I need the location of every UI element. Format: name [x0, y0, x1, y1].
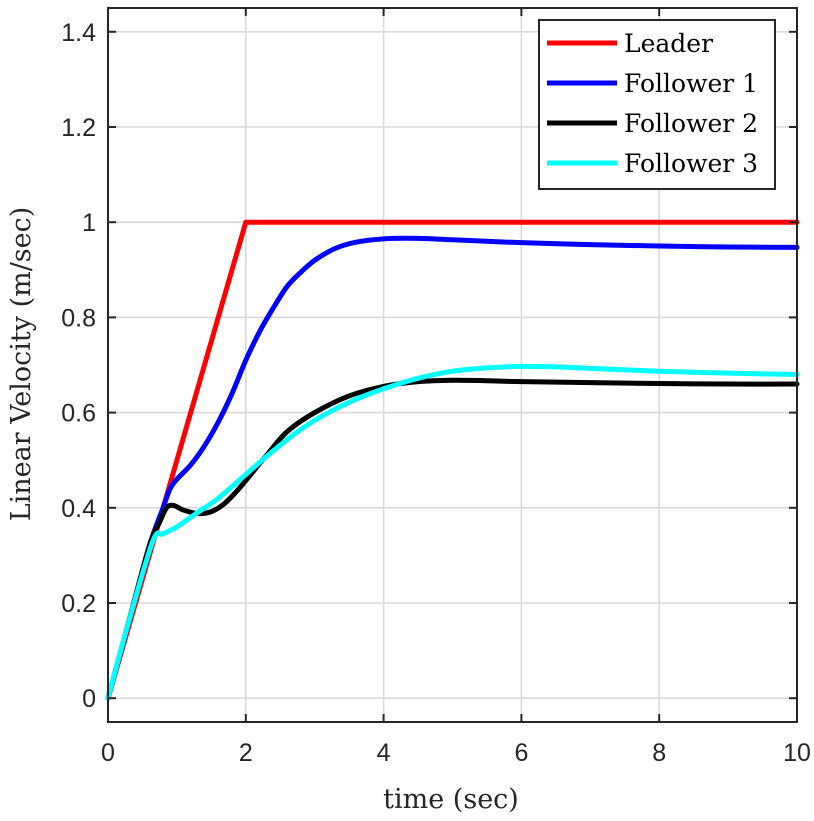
x-axis-label: time (sec) — [383, 784, 519, 815]
series-line-leader — [105, 219, 800, 701]
axes-box — [107, 7, 798, 723]
y-tick-label: 0.4 — [61, 495, 96, 523]
x-tick-label: 10 — [783, 739, 811, 767]
series-line-follower-2 — [105, 377, 800, 701]
y-tick-label: 1.2 — [61, 114, 96, 142]
x-tick-label: 4 — [377, 739, 391, 767]
x-tick-labels: 0 2 4 6 8 10 — [101, 739, 811, 767]
tick-marks — [107, 8, 798, 722]
y-tick-label: 1 — [82, 209, 96, 237]
legend-box — [538, 19, 776, 190]
legend-label-follower-1: Follower 1 — [624, 69, 758, 98]
series-lines — [105, 219, 800, 701]
x-tick-label: 8 — [652, 739, 666, 767]
x-tick-label: 2 — [239, 739, 253, 767]
y-tick-label: 0.8 — [61, 304, 96, 332]
y-tick-label: 0.6 — [61, 400, 96, 428]
legend-label-follower-3: Follower 3 — [624, 149, 758, 178]
y-tick-label: 1.4 — [61, 19, 96, 47]
legend-label-follower-2: Follower 2 — [624, 109, 758, 138]
series-line-follower-3 — [105, 363, 800, 701]
x-tick-label: 6 — [514, 739, 528, 767]
y-tick-label: 0 — [82, 685, 96, 713]
legend: Leader Follower 1 Follower 2 Follower 3 — [538, 19, 776, 190]
legend-label-leader: Leader — [624, 29, 713, 58]
y-tick-labels: 0 0.2 0.4 0.6 0.8 1 1.2 1.4 — [61, 19, 96, 713]
y-tick-label: 0.2 — [61, 590, 96, 618]
y-axis-label: Linear Velocity (m/sec) — [6, 207, 37, 522]
series-line-follower-1 — [105, 235, 800, 701]
x-tick-label: 0 — [101, 739, 115, 767]
